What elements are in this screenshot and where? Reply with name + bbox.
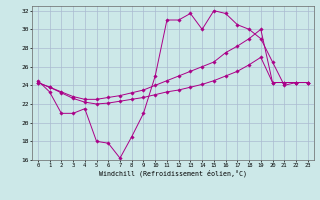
X-axis label: Windchill (Refroidissement éolien,°C): Windchill (Refroidissement éolien,°C) <box>99 169 247 177</box>
